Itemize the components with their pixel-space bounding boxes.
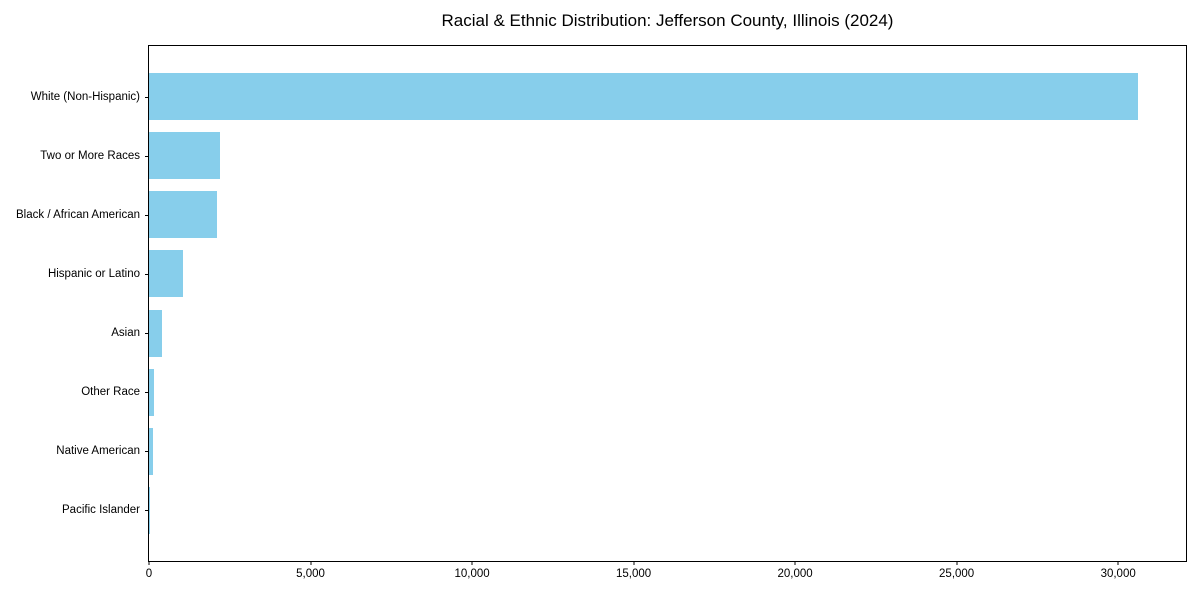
y-tick-mark [145,214,149,216]
y-tick-mark [145,333,149,335]
y-tick-mark [145,510,149,512]
x-tick-label: 0 [145,568,153,580]
bar-row: Hispanic or Latino [48,244,1186,303]
bar [149,191,218,239]
bar-row: Native American [56,422,1186,481]
bar [149,309,162,357]
x-tick-mark [794,561,796,565]
x-tick-label: 30,000 [1100,568,1136,580]
y-axis-label: Hispanic or Latino [47,267,140,280]
y-tick-mark [145,96,149,98]
y-tick-mark [145,273,149,275]
x-tick-mark [633,561,635,565]
y-axis-label: Pacific Islander [62,504,140,517]
bar-row: Other Race [81,363,1186,422]
y-axis-label: Two or More Races [40,149,140,162]
x-tick-mark [956,561,958,565]
y-axis-label: Other Race [81,386,140,399]
bar-row: Asian [111,304,1186,363]
y-tick-mark [145,392,149,394]
bar [149,73,1138,121]
bar-row: White (Non-Hispanic) [31,67,1186,126]
y-tick-mark [145,451,149,453]
plot-area: White (Non-Hispanic) Two or More Races Bla… [16,45,1187,580]
x-tick-label: 20,000 [777,568,813,580]
x-tick-mark [148,561,150,565]
bar-row: Two or More Races [40,126,1186,185]
x-tick-label: 10,000 [454,568,490,580]
x-tick-mark [1117,561,1119,565]
bar [149,250,183,298]
y-axis-label: Asian [111,327,140,340]
x-tick-mark [310,561,312,565]
x-tick-label: 25,000 [939,568,975,580]
bar [149,132,221,180]
bar-rows: White (Non-Hispanic) Two or More Races Bla… [16,46,1186,561]
bar [149,427,153,475]
y-axis-label: Native American [56,445,140,458]
chart-title: Racial & Ethnic Distribution: Jefferson … [441,11,894,30]
x-tick-label: 5,000 [296,568,325,580]
y-axis-label: Black / African American [16,208,140,221]
x-tick-label: 15,000 [615,568,652,580]
y-axis-label: White (Non-Hispanic) [30,90,140,103]
bar-row: Black / African American [16,185,1186,244]
bar-row: Pacific Islander [62,481,1186,540]
y-tick-mark [145,155,149,157]
bar [149,368,154,416]
x-tick-mark [471,561,473,565]
